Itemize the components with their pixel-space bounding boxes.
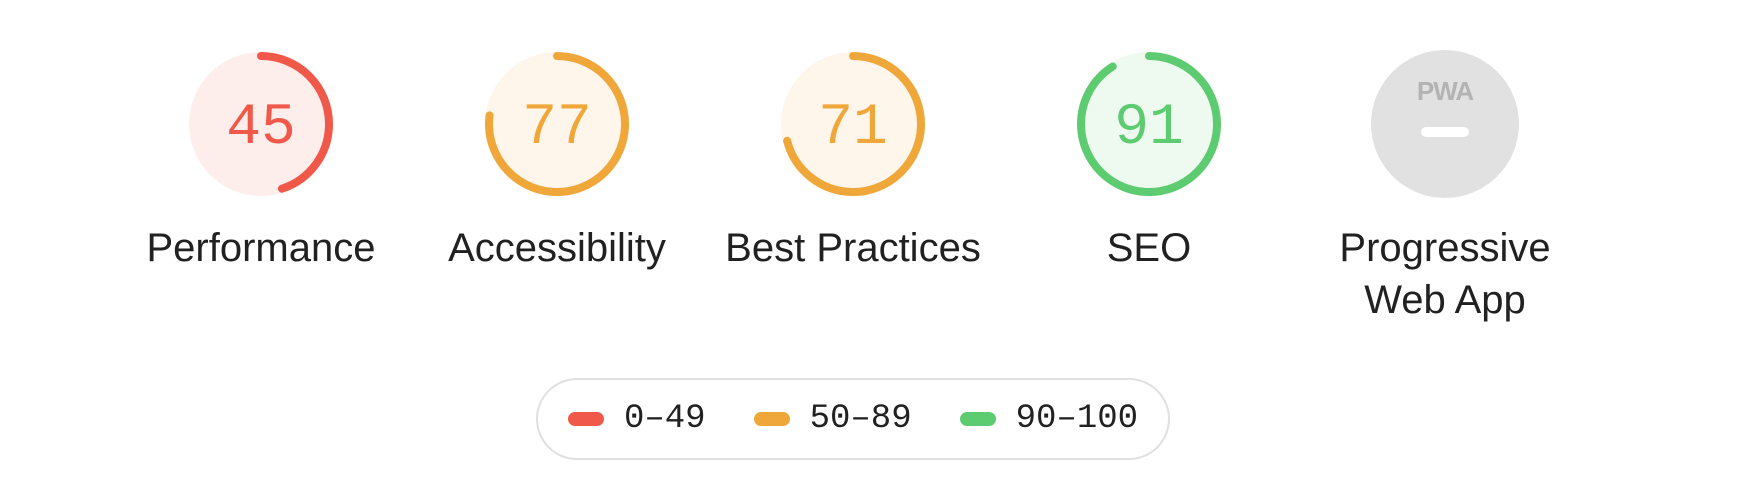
accessibility-label: Accessibility [448, 226, 666, 270]
best-practices-label: Best Practices [725, 226, 981, 270]
performance-label: Performance [146, 226, 376, 270]
pwa-badge-text: PWA [1417, 76, 1474, 106]
gauge-seo[interactable]: 91 SEO [1001, 50, 1297, 274]
best-practices-score: 71 [818, 96, 888, 161]
score-scale-legend: 0–49 50–89 90–100 [536, 378, 1170, 460]
gauge-performance[interactable]: 45 Performance [113, 50, 409, 274]
accessibility-gauge-ring-icon: 77 [485, 52, 629, 196]
legend-item-fail: 0–49 [567, 400, 706, 438]
pwa-label-line1: Progressive [1339, 226, 1551, 270]
legend-range-fail: 0–49 [623, 400, 706, 438]
pwa-label: Progressive Web App [1297, 222, 1593, 326]
legend-item-pass: 90–100 [959, 400, 1139, 438]
legend-item-average: 50–89 [753, 400, 912, 438]
gauge-best-practices[interactable]: 71 Best Practices [705, 50, 1001, 274]
performance-score: 45 [226, 96, 296, 161]
score-gauges: 45 Performance 77 Accessibility 71 Best … [0, 50, 1742, 350]
gauge-pwa[interactable]: PWA Progressive Web App [1297, 50, 1593, 326]
seo-gauge-ring-icon: 91 [1077, 52, 1221, 196]
performance-gauge-ring-icon: 45 [189, 52, 333, 196]
pwa-badge-icon: PWA [1371, 50, 1519, 198]
pwa-label-line2: Web App [1364, 278, 1526, 322]
average-swatch-icon [753, 412, 790, 426]
pass-swatch-icon [959, 412, 996, 426]
best-practices-gauge-ring-icon: 71 [781, 52, 925, 196]
accessibility-score: 77 [522, 96, 592, 161]
gauge-accessibility[interactable]: 77 Accessibility [409, 50, 705, 274]
seo-label: SEO [1106, 226, 1192, 270]
legend-range-pass: 90–100 [1015, 400, 1139, 438]
fail-swatch-icon [567, 412, 604, 426]
pwa-dash-icon [1421, 127, 1469, 137]
legend-range-average: 50–89 [809, 400, 912, 438]
seo-score: 91 [1114, 96, 1184, 161]
